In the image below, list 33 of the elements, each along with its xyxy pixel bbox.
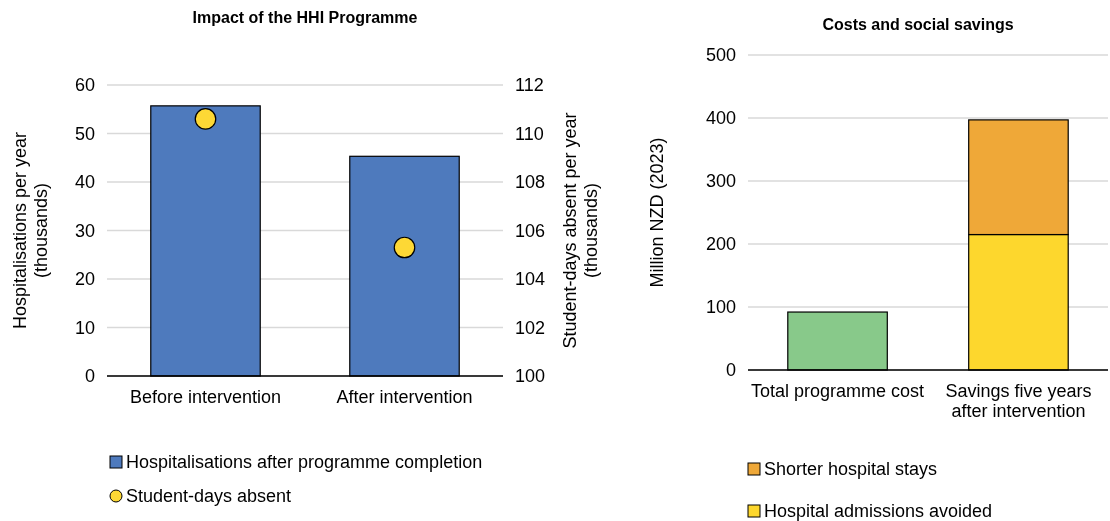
chart-title: Impact of the HHI Programme — [192, 9, 418, 26]
y-tick-label: 30 — [74, 220, 95, 241]
y-tick-label: 200 — [705, 234, 736, 255]
y2-tick-label: 108 — [515, 172, 546, 193]
y-tick-label: 10 — [74, 317, 95, 338]
y-tick-label: 20 — [74, 269, 95, 290]
y-tick-label: 500 — [705, 45, 736, 66]
y2-tick-label: 104 — [515, 269, 546, 290]
y2-tick-label: 106 — [515, 220, 546, 241]
y-tick-label: 40 — [74, 172, 95, 193]
y-tick-label: 60 — [74, 75, 95, 96]
x-tick-label: After intervention — [336, 386, 473, 407]
legend-label: Hospitalisations after programme completion — [126, 452, 483, 473]
legend-label: Student-days absent — [126, 486, 292, 507]
y2-tick-label: 110 — [515, 123, 544, 144]
legend-label: Hospital admissions avoided — [764, 501, 993, 521]
y2-tick-label: 100 — [515, 366, 546, 387]
y-tick-label: 400 — [705, 108, 736, 129]
legend-label: Shorter hospital stays — [764, 459, 938, 480]
x-tick-label: Savings five years after intervention — [945, 380, 1092, 422]
y-tick-label: 50 — [74, 123, 95, 144]
y-axis-title: Million NZD (2023) — [647, 137, 668, 288]
y-axis-title: Hospitalisations per year (thousands) — [9, 131, 51, 330]
y-tick-label: 0 — [84, 366, 95, 387]
y-tick-label: 0 — [725, 360, 736, 381]
y2-tick-label: 112 — [515, 75, 544, 96]
y2-tick-label: 102 — [515, 317, 546, 338]
x-tick-label: Before intervention — [129, 386, 282, 407]
y-tick-label: 100 — [705, 297, 736, 318]
chart-title: Costs and social savings — [822, 16, 1014, 33]
y-tick-label: 300 — [705, 171, 736, 192]
x-tick-label: Total programme cost — [751, 380, 925, 401]
y2-axis-title: Student-days absent per year (thousands) — [559, 112, 601, 349]
